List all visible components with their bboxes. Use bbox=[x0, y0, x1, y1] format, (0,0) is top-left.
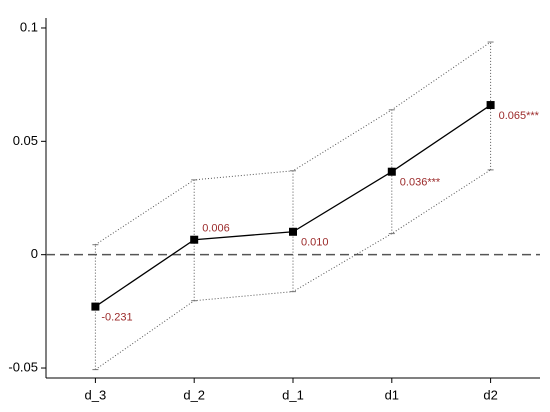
y-tick-label: -0.05 bbox=[8, 359, 38, 374]
value-label: 0.036*** bbox=[400, 177, 441, 189]
marker bbox=[486, 101, 495, 110]
marker bbox=[91, 302, 100, 311]
x-tick-label: d_3 bbox=[85, 387, 107, 402]
y-tick-label: 0.1 bbox=[20, 19, 38, 34]
y-tick-label: 0 bbox=[31, 246, 38, 261]
value-label: 0.065*** bbox=[499, 110, 540, 122]
marker bbox=[387, 167, 396, 176]
y-tick-label: 0.05 bbox=[13, 133, 38, 148]
x-tick-label: d_2 bbox=[183, 387, 205, 402]
value-label: 0.010 bbox=[301, 237, 329, 249]
value-label: 0.006 bbox=[202, 223, 230, 235]
marker bbox=[289, 227, 297, 236]
ci-envelope bbox=[95, 41, 491, 246]
x-tick-label: d1 bbox=[385, 387, 399, 402]
marker bbox=[190, 235, 199, 244]
x-tick-label: d2 bbox=[483, 387, 497, 402]
value-label: -0.231 bbox=[101, 311, 132, 323]
x-tick-label: d_1 bbox=[282, 387, 304, 402]
